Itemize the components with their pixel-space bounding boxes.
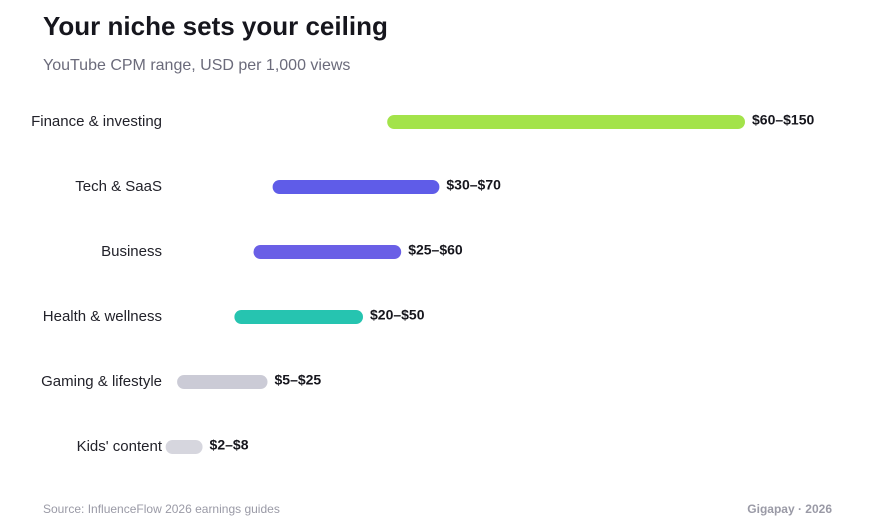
value-label: $25–$60 xyxy=(408,242,463,258)
chart-title: Your niche sets your ceiling xyxy=(43,11,388,41)
category-label: Kids' content xyxy=(77,438,163,455)
category-label: Business xyxy=(101,243,162,260)
credit: Gigapay · 2026 xyxy=(747,502,832,516)
category-label: Finance & investing xyxy=(31,113,162,130)
chart-subtitle: YouTube CPM range, USD per 1,000 views xyxy=(43,57,350,74)
value-label: $30–$70 xyxy=(446,177,501,193)
category-label: Health & wellness xyxy=(43,308,162,325)
value-label: $20–$50 xyxy=(370,307,425,323)
category-label: Tech & SaaS xyxy=(75,178,162,195)
value-label: $5–$25 xyxy=(275,372,322,388)
value-label: $60–$150 xyxy=(752,112,815,128)
source: Source: InfluenceFlow 2026 earnings guid… xyxy=(43,502,280,516)
category-label: Gaming & lifestyle xyxy=(41,373,162,390)
value-label: $2–$8 xyxy=(210,437,249,453)
